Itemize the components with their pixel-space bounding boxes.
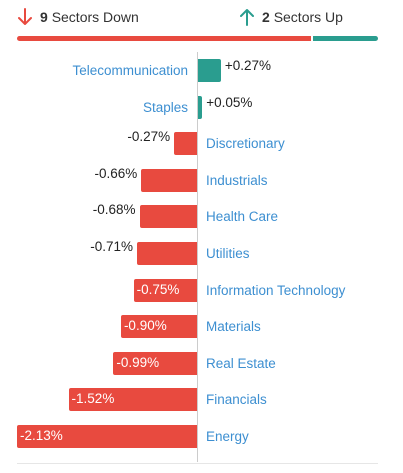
sectors-up-label: Sectors Up [273, 9, 343, 25]
arrow-up-icon [240, 9, 254, 26]
sectors-down-label: Sectors Down [51, 9, 139, 25]
bar-utilities [137, 242, 197, 265]
sector-label-staples[interactable]: Staples [142, 99, 188, 115]
up-down-ratio-bar [17, 36, 378, 41]
bar-information-technology [133, 278, 197, 302]
value-label-discretionary: -0.27% [127, 129, 171, 145]
ratio-bar-up-segment [312, 36, 378, 41]
value-label-information-technology: -0.75% [136, 281, 180, 297]
bar-industrials [141, 168, 197, 192]
ratio-bar-down-segment [17, 36, 311, 41]
sectors-up-count: 2 [262, 9, 270, 25]
value-label-energy: -2.13% [20, 428, 63, 443]
sectors-down-summary: 9 Sectors Down [18, 8, 139, 26]
value-label-materials: -0.90% [123, 318, 167, 334]
sector-label-financials[interactable]: Financials [206, 392, 267, 408]
bar-health-care [139, 205, 197, 229]
bar-telecommunication [198, 59, 221, 82]
bar-real-estate [113, 351, 197, 375]
sector-label-energy[interactable]: Energy [206, 429, 249, 444]
sectors-down-count: 9 [40, 9, 48, 25]
bar-discretionary [174, 132, 197, 156]
sectors-up-summary: 2 Sectors Up [240, 8, 343, 26]
sector-label-industrials[interactable]: Industrials [206, 172, 268, 188]
bar-financials [68, 388, 197, 412]
value-label-utilities: -0.71% [90, 239, 133, 254]
value-label-real-estate: -0.99% [116, 354, 160, 370]
sector-label-information-technology[interactable]: Information Technology [206, 282, 346, 298]
sector-label-telecommunication[interactable]: Telecommunication [72, 63, 188, 78]
value-label-telecommunication: +0.27% [224, 58, 271, 73]
bottom-divider [17, 463, 378, 464]
bar-materials [120, 315, 197, 339]
arrow-down-icon [18, 8, 32, 25]
sector-label-utilities[interactable]: Utilities [206, 246, 250, 261]
sector-label-materials[interactable]: Materials [206, 319, 261, 335]
zero-axis-line [197, 52, 198, 462]
bar-staples [198, 95, 203, 119]
value-label-staples: +0.05% [206, 94, 253, 110]
sector-label-discretionary[interactable]: Discretionary [206, 136, 285, 152]
value-label-financials: -1.52% [71, 391, 115, 407]
value-label-industrials: -0.66% [94, 165, 138, 181]
sector-label-real-estate[interactable]: Real Estate [206, 355, 276, 371]
value-label-health-care: -0.68% [92, 202, 136, 218]
sector-label-health-care[interactable]: Health Care [206, 209, 279, 225]
bar-energy [17, 425, 197, 448]
sector-summary: 9 Sectors Down 2 Sectors Up [0, 0, 403, 30]
